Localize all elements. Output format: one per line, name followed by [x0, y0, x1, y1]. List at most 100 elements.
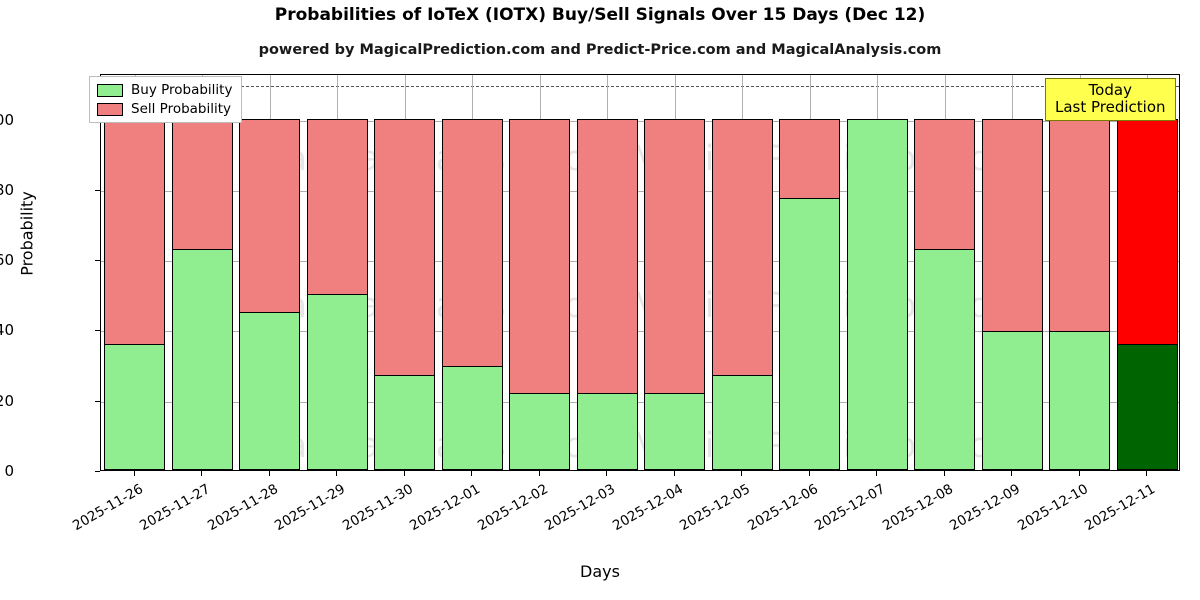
y-axis-tick-mark	[95, 471, 100, 472]
legend-label-buy: Buy Probability	[131, 82, 233, 98]
x-axis-tick-label: 2025-12-09	[947, 481, 1024, 535]
x-axis-tick-label: 2025-12-11	[1082, 481, 1159, 535]
bar-2025-12-03[interactable]	[576, 118, 638, 470]
bar-segment-buy	[1116, 343, 1178, 470]
bar-2025-12-06[interactable]	[779, 118, 841, 470]
x-axis-tick-mark	[741, 471, 743, 476]
y-axis-tick-mark	[95, 260, 100, 262]
bar-segment-sell	[644, 118, 706, 393]
y-axis-tick-label: 20	[0, 391, 14, 410]
x-axis-tick-mark	[808, 471, 810, 476]
x-axis-label: Days	[580, 562, 620, 581]
bar-segment-buy	[1049, 331, 1111, 470]
x-axis-tick-label: 2025-11-26	[69, 481, 146, 535]
bar-segment-sell	[509, 118, 571, 393]
chart-subtitle: powered by MagicalPrediction.com and Pre…	[258, 42, 942, 58]
y-axis-label: Probability	[17, 191, 37, 276]
plot-area: MagicalAnalysis.com MagicalPrediction.co…	[100, 74, 1180, 471]
bar-segment-sell	[981, 118, 1043, 332]
bar-2025-11-28[interactable]	[239, 118, 301, 470]
bar-segment-buy	[171, 248, 233, 470]
x-axis-tick-mark	[133, 471, 135, 476]
bar-2025-12-04[interactable]	[644, 118, 706, 470]
bar-segment-sell	[306, 118, 368, 295]
bar-segment-sell	[374, 118, 436, 376]
gridline-horizontal	[101, 261, 1179, 263]
y-axis-tick-label: 0	[4, 462, 14, 480]
x-axis-tick-mark	[403, 471, 405, 476]
bar-segment-sell	[779, 118, 841, 198]
y-axis-tick-label: 80	[0, 180, 14, 199]
x-axis-tick-label: 2025-12-05	[677, 481, 754, 535]
legend-swatch-buy	[97, 83, 123, 97]
chart-title: Probabilities of IoTeX (IOTX) Buy/Sell S…	[274, 5, 926, 25]
x-axis-tick-mark	[336, 471, 338, 476]
y-axis-tick-mark	[95, 189, 100, 191]
bar-segment-buy	[914, 248, 976, 470]
x-axis-tick-mark	[606, 471, 608, 476]
bar-segment-sell	[441, 118, 503, 367]
x-axis-tick-label: 2025-12-01	[407, 481, 484, 535]
bar-segment-sell	[104, 118, 166, 344]
legend-item-buy: Buy Probability	[97, 82, 232, 98]
x-axis-tick-mark	[1146, 471, 1148, 476]
bar-segment-sell	[576, 118, 638, 393]
y-axis-tick-label: 100	[0, 110, 14, 129]
x-axis-tick-label: 2025-12-07	[812, 481, 889, 535]
bar-segment-buy	[711, 375, 773, 470]
legend-label-sell: Sell Probability	[131, 101, 232, 117]
x-axis-tick-mark	[943, 471, 945, 476]
bar-2025-12-07[interactable]	[846, 118, 908, 470]
bar-2025-12-05[interactable]	[711, 118, 773, 470]
bar-segment-buy	[846, 118, 908, 470]
x-axis-tick-mark	[471, 471, 473, 476]
legend-swatch-sell	[97, 102, 123, 116]
bar-segment-buy	[644, 392, 706, 470]
gridline-horizontal	[101, 401, 1179, 403]
bar-segment-buy	[306, 294, 368, 470]
today-annotation-line2: Last Prediction	[1055, 97, 1166, 116]
bar-segment-buy	[779, 197, 841, 470]
bar-segment-buy	[576, 392, 638, 470]
x-axis-tick-mark	[201, 471, 203, 476]
bar-2025-12-11[interactable]	[1116, 118, 1178, 470]
today-annotation-line1: Today	[1088, 81, 1132, 99]
x-axis-tick-mark	[1078, 471, 1080, 476]
chart-legend: Buy Probability Sell Probability	[89, 76, 243, 123]
bar-segment-sell	[914, 118, 976, 249]
y-axis-tick-label: 60	[0, 251, 14, 270]
bar-segment-buy	[441, 366, 503, 470]
x-axis-tick-label: 2025-11-27	[137, 481, 214, 535]
bar-2025-11-29[interactable]	[306, 118, 368, 470]
legend-item-sell: Sell Probability	[97, 101, 232, 117]
x-axis-tick-mark	[673, 471, 675, 476]
y-axis-tick-label: 40	[0, 321, 14, 340]
gridline-horizontal	[101, 190, 1179, 192]
gridline-horizontal	[101, 120, 1179, 122]
bar-2025-11-30[interactable]	[374, 118, 436, 470]
gridline-horizontal	[101, 331, 1179, 333]
bar-segment-sell	[171, 118, 233, 249]
y-axis-tick-mark	[95, 330, 100, 332]
bar-2025-12-01[interactable]	[441, 118, 503, 470]
bar-2025-11-27[interactable]	[171, 118, 233, 470]
today-annotation: Today Last Prediction	[1045, 78, 1176, 121]
bar-segment-sell	[1049, 118, 1111, 332]
bar-2025-12-08[interactable]	[914, 118, 976, 470]
y-axis-tick-mark	[95, 400, 100, 402]
bar-segment-sell	[1116, 118, 1178, 344]
bar-2025-12-09[interactable]	[981, 118, 1043, 470]
bar-segment-buy	[239, 311, 301, 470]
x-axis-tick-label: 2025-12-03	[542, 481, 619, 535]
bar-2025-11-26[interactable]	[104, 118, 166, 470]
bar-2025-12-10[interactable]	[1049, 118, 1111, 470]
x-axis-tick-label: 2025-11-29	[272, 481, 349, 535]
bar-segment-sell	[239, 118, 301, 312]
x-axis-tick-mark	[1011, 471, 1013, 476]
bar-2025-12-02[interactable]	[509, 118, 571, 470]
bar-segment-buy	[981, 331, 1043, 470]
bar-segment-buy	[104, 343, 166, 470]
bar-segment-buy	[509, 392, 571, 470]
bar-segment-sell	[711, 118, 773, 376]
